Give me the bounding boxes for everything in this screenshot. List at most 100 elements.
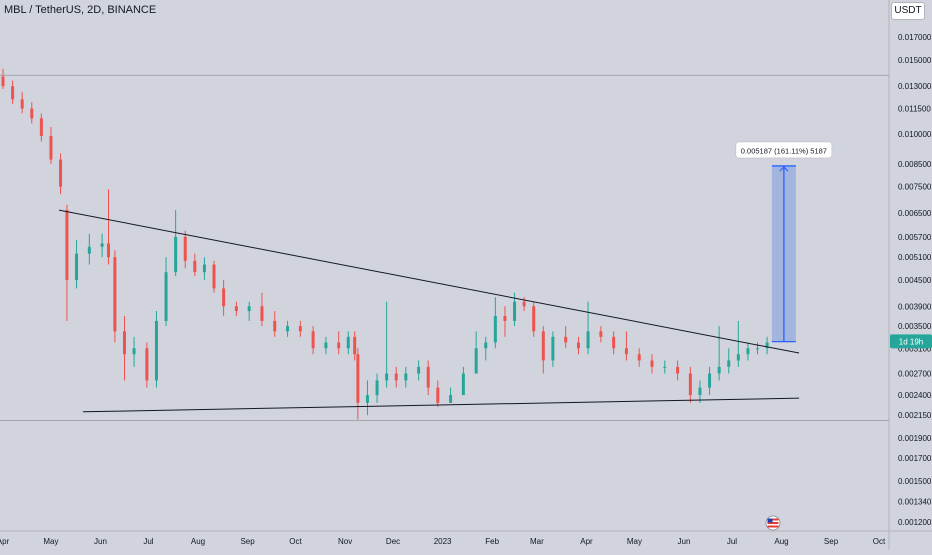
- candle-body: [353, 336, 357, 355]
- candle-body: [663, 366, 667, 368]
- price-tick-label: 0.010000: [898, 130, 932, 139]
- candle-body: [736, 354, 740, 361]
- price-tick-label: 0.013000: [898, 82, 932, 91]
- candle-body: [65, 210, 69, 281]
- trendlines[interactable]: [58, 209, 800, 413]
- time-tick-label: Apr: [580, 537, 593, 546]
- time-tick-label: Sep: [824, 537, 839, 546]
- candle-body: [39, 118, 43, 136]
- descending-resistance-trendline: [58, 209, 800, 354]
- candle-body: [532, 306, 536, 332]
- price-axis[interactable]: 0.017000 0.015000 0.013000 0.011500 0.010000…: [898, 33, 932, 527]
- candle-body: [449, 395, 453, 403]
- candle-body: [183, 236, 187, 261]
- candle-body: [154, 320, 158, 381]
- candle-body: [30, 108, 34, 119]
- price-tick-label: 0.008500: [898, 160, 932, 169]
- candle-body: [637, 354, 641, 361]
- price-tick-label: 0.003100: [898, 344, 932, 353]
- time-axis[interactable]: Apr May Jun Jul Aug Sep Oct Nov Dec 2023 Feb Mar Apr…: [0, 537, 886, 546]
- candle-body: [394, 373, 398, 381]
- candle-body: [484, 342, 488, 349]
- candle-body: [474, 348, 478, 374]
- candle-body: [286, 326, 290, 332]
- measure-label-box: [735, 141, 833, 159]
- measure-tool[interactable]: 0.005187 (161.11%) 5187: [735, 141, 833, 343]
- candle-body: [436, 387, 440, 403]
- currency-button[interactable]: USDT: [891, 2, 925, 20]
- measure-arrow-icon: [779, 166, 789, 172]
- candle-body: [193, 260, 197, 273]
- candle-body: [717, 366, 721, 374]
- time-tick-label: May: [43, 537, 58, 546]
- candle-body: [1, 76, 5, 87]
- time-tick-label: 2023: [434, 537, 452, 546]
- candle-body: [765, 342, 769, 349]
- candle-body: [260, 306, 264, 321]
- candle-body: [756, 348, 760, 350]
- candle-body: [174, 236, 178, 273]
- candle-body: [385, 373, 389, 381]
- candles: [1, 68, 769, 420]
- price-tick-label: 0.001900: [898, 434, 932, 443]
- candle-body: [708, 373, 712, 388]
- price-tick-label: 0.011500: [898, 105, 931, 114]
- candle-body: [551, 336, 555, 361]
- candle-body: [324, 342, 328, 349]
- candle-body: [11, 86, 15, 100]
- candle-body: [234, 306, 238, 312]
- price-tick-label: 0.005700: [898, 233, 932, 242]
- candle-body: [212, 264, 216, 289]
- candle-body: [365, 395, 369, 403]
- time-tick-label: Oct: [873, 537, 886, 546]
- price-tick-label: 0.002700: [898, 370, 932, 379]
- horizontal-lines: [0, 74, 889, 421]
- measure-label: 0.005187 (161.11%) 5187: [741, 146, 827, 155]
- candle-body: [522, 301, 526, 307]
- candle-body: [727, 360, 731, 367]
- price-tag-label: 1d 19h: [899, 337, 923, 346]
- candle-body: [311, 331, 315, 349]
- price-tick-label: 0.001200: [898, 518, 932, 527]
- candle-body: [676, 366, 680, 374]
- price-tick-label: 0.003500: [898, 322, 932, 331]
- candle-body: [698, 387, 702, 396]
- candle-body: [417, 366, 421, 374]
- candle-body: [59, 159, 63, 187]
- time-tick-label: Oct: [289, 537, 302, 546]
- candle-body: [612, 336, 616, 349]
- price-tick-label: 0.005100: [898, 253, 932, 262]
- candle-body: [746, 348, 750, 355]
- candle-body: [624, 348, 628, 355]
- candle-body: [346, 336, 350, 349]
- candle-body: [122, 331, 126, 355]
- candle-body: [564, 336, 568, 343]
- candle-body: [650, 360, 654, 367]
- time-tick-label: Mar: [530, 537, 544, 546]
- price-tick-label: 0.017000: [898, 33, 932, 42]
- time-tick-label: Sep: [240, 537, 255, 546]
- candle-body: [493, 315, 497, 343]
- ascending-support-trendline: [82, 397, 800, 413]
- flag-icon[interactable]: [765, 515, 781, 531]
- price-tick-label: 0.002150: [898, 411, 932, 420]
- candle-body: [20, 99, 24, 109]
- candle-body: [75, 253, 79, 281]
- time-tick-label: Jun: [94, 537, 107, 546]
- price-tick-label: 0.003900: [898, 302, 932, 311]
- candle-body: [461, 373, 465, 396]
- candle-body: [145, 348, 149, 381]
- time-tick-label: Feb: [485, 537, 499, 546]
- candle-body: [513, 301, 517, 321]
- candle-body: [576, 342, 580, 349]
- candle-body: [87, 246, 91, 254]
- price-tick-label: 0.007500: [898, 183, 932, 192]
- candle-body: [202, 264, 206, 273]
- candle-body: [113, 257, 117, 332]
- price-tick-label: 0.001700: [898, 454, 932, 463]
- candle-body: [132, 348, 136, 355]
- candle-body: [541, 331, 545, 361]
- time-tick-label: Jul: [143, 537, 153, 546]
